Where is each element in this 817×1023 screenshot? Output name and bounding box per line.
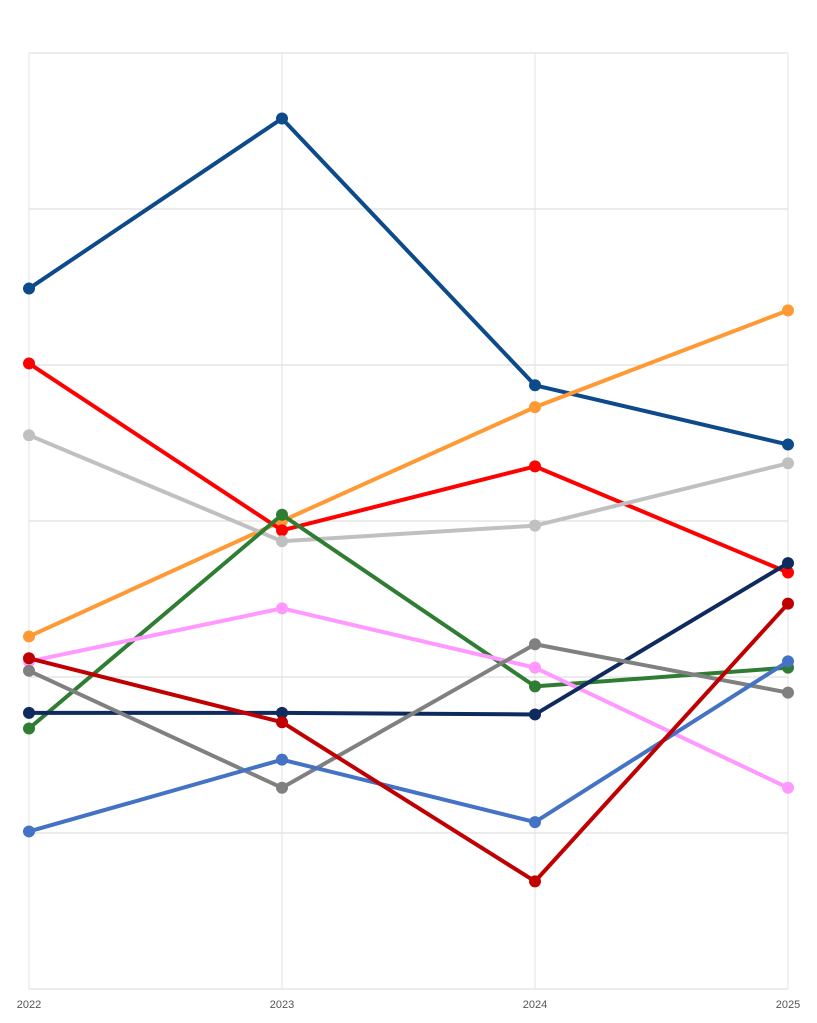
x-tick-label: 2025 [776, 999, 800, 1011]
point [23, 429, 35, 442]
point [276, 753, 288, 766]
series-line [27, 512, 789, 731]
point [529, 401, 541, 414]
x-tick-label: 2023 [270, 999, 294, 1011]
point [782, 781, 794, 794]
point [782, 655, 794, 668]
point [276, 602, 288, 615]
point [529, 708, 541, 721]
point [529, 816, 541, 829]
point [782, 566, 794, 579]
point [23, 357, 35, 370]
series-line [28, 606, 789, 790]
series-line [27, 361, 789, 575]
point [276, 508, 288, 521]
point [529, 519, 541, 532]
point [23, 706, 35, 719]
x-tick-label: 2024 [523, 999, 547, 1011]
series-line [28, 642, 789, 790]
series-line [28, 433, 789, 544]
point [529, 875, 541, 888]
point [529, 680, 541, 693]
point [529, 638, 541, 651]
point [276, 781, 288, 794]
point [782, 304, 794, 317]
point [782, 438, 794, 451]
point [23, 282, 35, 295]
series-line [29, 561, 790, 717]
point [782, 686, 794, 699]
point [23, 664, 35, 677]
series-line [28, 308, 789, 639]
point [529, 661, 541, 674]
point [276, 535, 288, 548]
point [782, 457, 794, 470]
point [276, 716, 288, 729]
x-tick-label: 2022 [17, 999, 41, 1011]
point [529, 379, 541, 392]
point [23, 652, 35, 665]
point [782, 557, 794, 570]
point [276, 112, 288, 125]
series-line [27, 116, 789, 447]
series-line [28, 602, 790, 884]
point [276, 524, 288, 537]
point [23, 630, 35, 643]
point [276, 706, 288, 719]
point [23, 722, 35, 735]
point [529, 460, 541, 473]
point [782, 597, 794, 610]
point [23, 825, 35, 838]
